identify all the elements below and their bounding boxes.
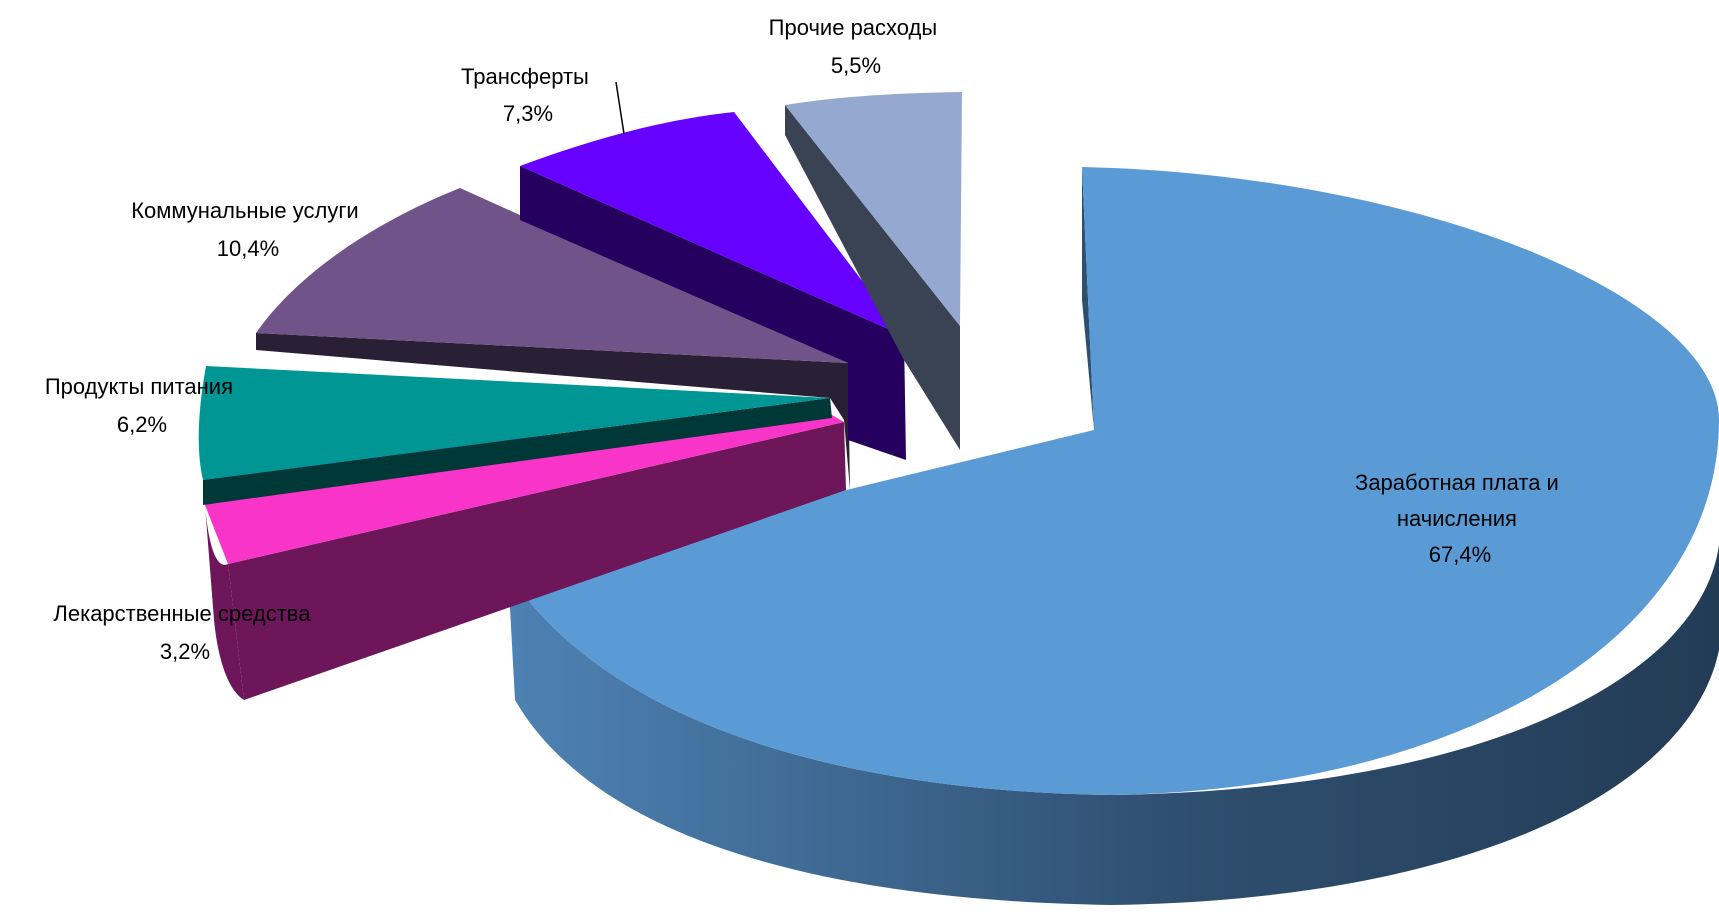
label-medicines-name: Лекарственные средства [53,601,311,626]
slice-side-medicines-rim [205,505,244,700]
label-salary-value: 67,4% [1429,542,1491,567]
slice-top-salary [508,167,1719,795]
label-salary-line2: начисления [1397,506,1517,531]
label-transfers: Трансферты 7,3% [461,64,595,126]
label-utilities-name: Коммунальные услуги [131,198,358,223]
leader-line-transfers [615,81,625,135]
slice-top-food [198,366,830,480]
slice-top-transfers [520,112,904,336]
label-other: Прочие расходы 5,5% [769,15,944,78]
slice-side-other [785,105,960,450]
slice-group-salary [508,167,1719,905]
label-utilities: Коммунальные услуги 10,4% [131,198,365,261]
slice-side-transfers [520,166,906,460]
slice-side-salary [508,545,1719,905]
label-transfers-value: 7,3% [503,101,553,126]
slice-top-other [785,92,962,326]
label-medicines: Лекарственные средства 3,2% [53,601,316,664]
label-other-value: 5,5% [831,53,881,78]
label-salary-line1: Заработная плата и [1355,470,1559,495]
label-food-value: 6,2% [117,412,167,437]
slice-group-other [785,92,962,450]
label-other-name: Прочие расходы [769,15,938,40]
slice-side-food [203,398,832,505]
slice-group-transfers [520,112,906,460]
label-salary: Заработная плата и начисления 67,4% [1355,470,1565,567]
label-medicines-value: 3,2% [160,639,210,664]
slice-side-utilities [256,333,850,490]
label-food-name: Продукты питания [45,374,233,399]
slice-group-utilities [256,188,850,490]
slice-side-medicines [228,422,846,700]
slice-group-food [198,366,832,505]
label-food: Продукты питания 6,2% [45,374,239,437]
label-utilities-value: 10,4% [217,236,279,261]
slice-top-utilities [256,188,848,363]
label-transfers-name: Трансферты [461,64,589,89]
